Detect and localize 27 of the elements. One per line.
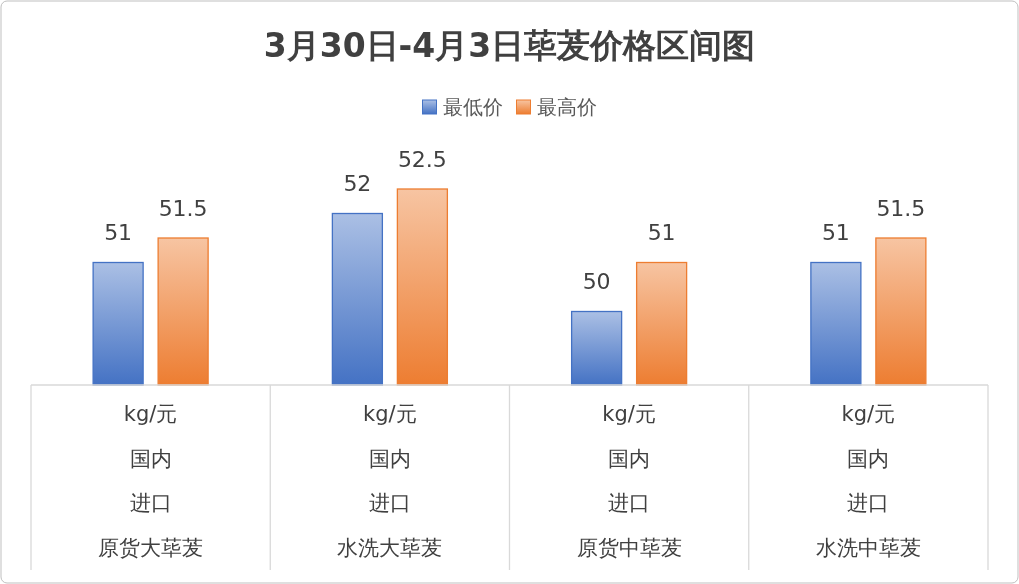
- legend-label: 最高价: [536, 95, 597, 119]
- data-label: 50: [582, 269, 611, 294]
- text: 国内: [129, 446, 172, 471]
- data-label: 51: [104, 220, 133, 245]
- x-tick-label: 原货中荜茇: [576, 536, 682, 561]
- data-label: 51.5: [876, 195, 926, 221]
- text: 国内: [847, 446, 890, 471]
- text: kg/元: [123, 402, 178, 426]
- x-tick-label: 水洗大荜茇: [337, 536, 443, 561]
- text: kg/元: [363, 402, 417, 426]
- x-tick-label: 水洗中荜茇: [815, 536, 921, 561]
- data-label: 51: [647, 220, 676, 245]
- legend-label: 最低价: [442, 95, 503, 119]
- text: 进口: [368, 491, 411, 516]
- data-label: 52.5: [397, 146, 447, 172]
- data-label: 51.5: [158, 195, 208, 221]
- text: 国内: [368, 446, 411, 471]
- text: kg/元: [602, 402, 656, 426]
- text: 进口: [129, 491, 172, 516]
- text: 进口: [847, 491, 890, 516]
- x-tick-label: 原货大荜茇: [98, 536, 204, 561]
- text: 国内: [608, 446, 651, 471]
- text: 进口: [608, 491, 651, 516]
- text: kg/元: [841, 402, 896, 426]
- chart-title: 3月30日-4月3日荜茇价格区间图: [263, 25, 756, 65]
- data-label: 51: [821, 220, 850, 245]
- data-label: 52: [343, 171, 372, 196]
